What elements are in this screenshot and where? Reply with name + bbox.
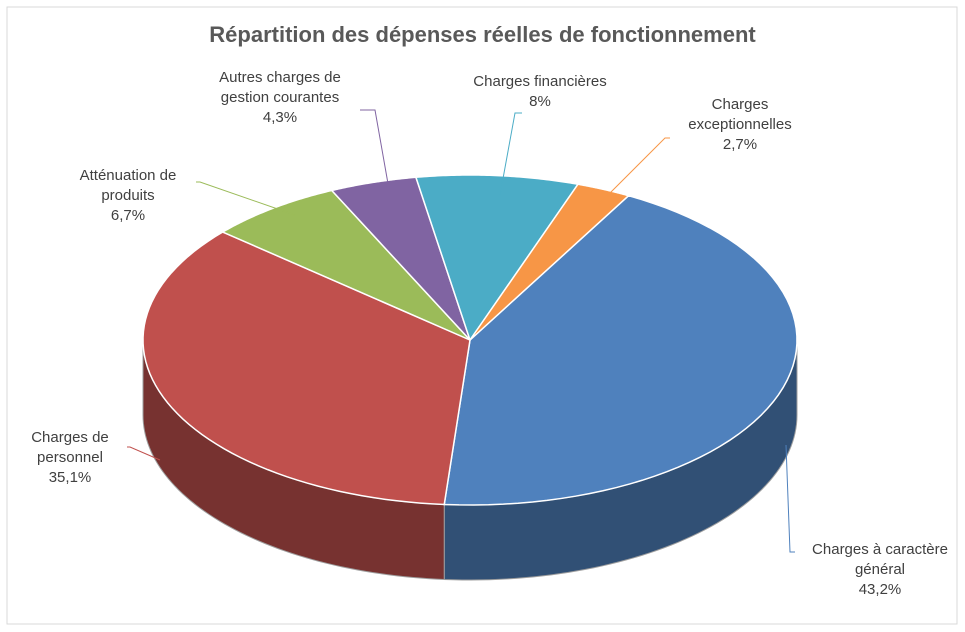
category-label: Autres charges de gestion courantes: [219, 69, 341, 106]
data-label: Charges de personnel 35,1%: [10, 428, 130, 488]
data-label: Charges exceptionnelles 2,7%: [665, 95, 815, 155]
leader-line: [499, 112, 522, 196]
leader-line: [127, 446, 161, 461]
value-label: 4,3%: [262, 109, 298, 126]
category-label: Charges exceptionnelles: [688, 96, 792, 133]
category-label: Atténuation de produits: [79, 167, 177, 204]
pie-slice: [443, 194, 798, 506]
value-label: 35,1%: [48, 469, 92, 486]
chart-title: Répartition des dépenses réelles de fonc…: [209, 22, 756, 47]
pie-slice: [414, 174, 580, 342]
leader-line: [785, 444, 795, 553]
value-label: 8%: [529, 93, 551, 110]
leader-line: [597, 137, 670, 206]
value-label: 43,2%: [858, 581, 902, 598]
data-label: Atténuation de produits 6,7%: [53, 166, 203, 226]
category-label: Charges de personnel: [31, 429, 109, 466]
value-label: 6,7%: [110, 207, 146, 224]
category-label: Charges à caractère général: [812, 541, 948, 578]
pie-slice: [142, 231, 471, 506]
pie-slice: [469, 183, 631, 341]
data-label: Charges financières 8%: [445, 72, 635, 112]
category-label: Charges financières: [473, 73, 607, 90]
data-label: Autres charges de gestion courantes 4,3%: [195, 68, 365, 128]
pie-slice: [221, 189, 471, 341]
value-label: 2,7%: [722, 136, 758, 153]
data-label: Charges à caractère général 43,2%: [795, 540, 965, 600]
pie-slice: [330, 176, 471, 341]
leader-line: [196, 181, 296, 216]
leader-line: [360, 109, 391, 196]
